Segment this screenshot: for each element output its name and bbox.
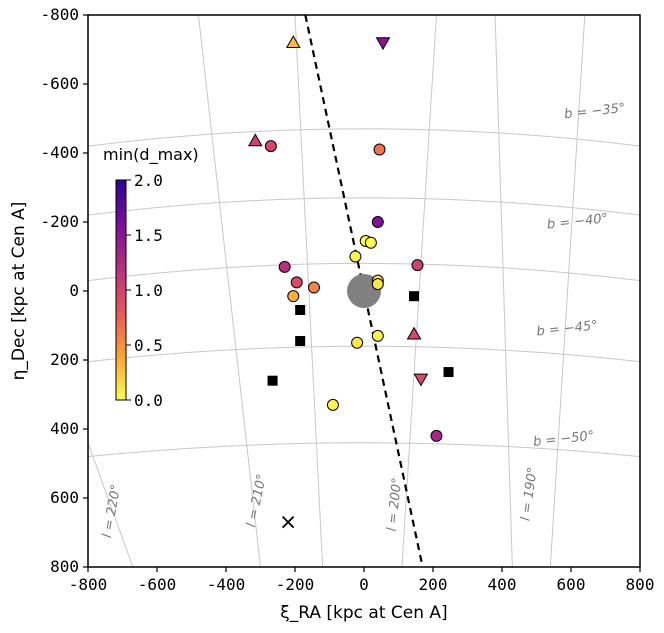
circle-point [371,216,384,228]
longitude-gridline [294,15,324,567]
colorbar-title: min(d_max) [103,145,199,165]
latitude-label: b = −45° [536,318,599,339]
longitude-gridline [494,15,513,567]
colorbar-tick-label: 2.0 [134,171,163,190]
latitude-label: b = −40° [546,211,609,232]
latitude-label: b = −35° [563,101,626,122]
circle-point [364,236,377,249]
x-axis-label: ξ_RA [kpc at Cen A] [280,603,447,623]
circle-point [371,278,384,291]
latitude-gridline [88,345,640,363]
grid-labels: b = −35° b = −40° b = −45° b = −50° l = 220°… [100,101,626,539]
latitude-gridline [88,197,640,216]
x-tick-label: 0 [359,575,369,594]
circle-point [351,336,364,349]
latitude-gridline [88,262,640,282]
longitude-label: l = 220° [100,483,124,539]
markers [247,35,454,529]
x-tick-label: -800 [69,575,108,594]
cross-stroke [281,516,295,529]
latitude-gridline [88,128,640,147]
square-point [443,367,454,378]
square-point [295,336,306,347]
triangle-up-point [406,326,422,340]
circle-point [264,140,277,153]
circle-point [373,143,386,156]
y-tick-label: -800 [40,5,79,24]
longitude-gridline [197,15,261,567]
circle-point [278,260,291,273]
colorbar-tick-label: 0.5 [134,336,163,355]
latitude-label: b = −50° [532,429,595,450]
colorbar-tick-label: 0.0 [134,391,163,410]
circle-point [349,250,362,263]
x-tick-label: 800 [626,575,655,594]
longitude-label: l = 190° [518,466,540,522]
colorbar: min(d_max) 2.0 1.5 1.0 0.5 0.0 [103,145,199,410]
square-point [267,375,278,386]
circle-point [326,398,339,411]
y-tick-label: 600 [50,488,79,507]
y-tick-label: 400 [50,419,79,438]
colorbar-gradient [115,179,127,401]
cross-point [281,516,295,529]
colorbar-tick-label: 1.0 [134,281,163,300]
circle-point [371,329,384,342]
square-point [409,291,420,302]
square-point [295,304,306,315]
circle-point [411,259,424,272]
circle-point [430,429,443,442]
longitude-gridline [549,15,586,567]
x-tick-label: 400 [488,575,517,594]
triangle-down-point [413,373,429,387]
x-tick-label: -200 [276,575,315,594]
x-tick-label: -600 [138,575,177,594]
y-axis-label: η_Dec [kpc at Cen A] [9,202,29,381]
triangle-up-point [285,35,301,48]
y-tick-label: -400 [40,143,79,162]
circle-point [307,281,320,294]
axis-ticks: -800 -600 -400 -200 0 200 400 600 800-800-600-40… [40,5,654,594]
triangle-up-point [247,133,263,147]
longitude-gridline [88,442,134,567]
y-tick-label: -600 [40,74,79,93]
longitude-gridline [401,15,437,567]
circle-point [287,290,300,303]
y-tick-label: -200 [40,212,79,231]
y-tick-label: 0 [69,281,79,300]
colorbar-tick-label: 1.5 [134,226,163,245]
latitude-gridline [88,442,640,458]
longitude-label: l = 200° [385,477,406,532]
sky-grid [88,15,640,567]
y-tick-label: 200 [50,350,79,369]
y-tick-label: 800 [50,557,79,576]
x-tick-label: -400 [207,575,246,594]
circle-point [290,276,303,289]
triangle-down-point [375,37,391,51]
longitude-label: l = 210° [244,473,270,529]
x-tick-label: 200 [419,575,448,594]
x-tick-label: 600 [557,575,586,594]
